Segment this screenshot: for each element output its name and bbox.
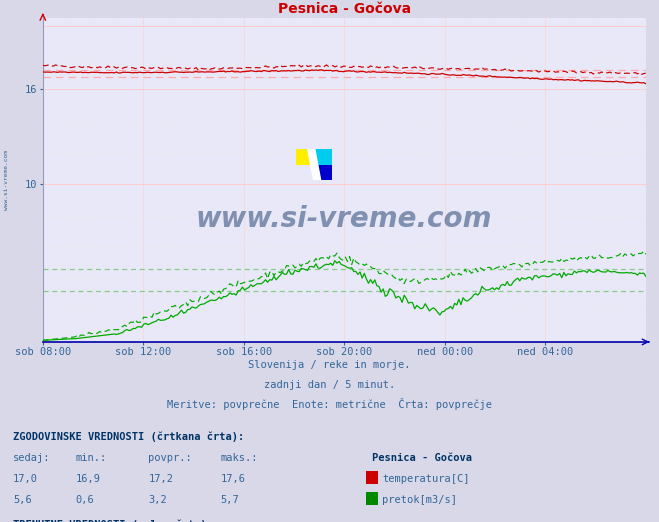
Text: 0,6: 0,6 bbox=[76, 495, 94, 505]
Text: povpr.:: povpr.: bbox=[148, 453, 192, 463]
Polygon shape bbox=[314, 164, 332, 180]
Text: 5,6: 5,6 bbox=[13, 495, 32, 505]
Text: Pesnica - Gočova: Pesnica - Gočova bbox=[372, 453, 473, 463]
Text: 17,0: 17,0 bbox=[13, 474, 38, 484]
Text: temperatura[C]: temperatura[C] bbox=[382, 474, 470, 484]
Text: TRENUTNE VREDNOSTI (polna črta):: TRENUTNE VREDNOSTI (polna črta): bbox=[13, 519, 213, 522]
Text: Slovenija / reke in morje.: Slovenija / reke in morje. bbox=[248, 360, 411, 370]
Text: 17,2: 17,2 bbox=[148, 474, 173, 484]
Text: 17,6: 17,6 bbox=[221, 474, 246, 484]
Text: maks.:: maks.: bbox=[221, 453, 258, 463]
Polygon shape bbox=[314, 149, 332, 164]
Text: min.:: min.: bbox=[76, 453, 107, 463]
Polygon shape bbox=[296, 149, 314, 164]
Text: 5,7: 5,7 bbox=[221, 495, 239, 505]
Text: zadnji dan / 5 minut.: zadnji dan / 5 minut. bbox=[264, 380, 395, 390]
Title: Pesnica - Gočova: Pesnica - Gočova bbox=[277, 2, 411, 16]
Text: Meritve: povprečne  Enote: metrične  Črta: povprečje: Meritve: povprečne Enote: metrične Črta:… bbox=[167, 398, 492, 410]
Text: www.si-vreme.com: www.si-vreme.com bbox=[4, 150, 9, 210]
Text: sedaj:: sedaj: bbox=[13, 453, 51, 463]
Text: www.si-vreme.com: www.si-vreme.com bbox=[196, 205, 492, 233]
Text: 3,2: 3,2 bbox=[148, 495, 167, 505]
Text: 16,9: 16,9 bbox=[76, 474, 101, 484]
Text: ZGODOVINSKE VREDNOSTI (črtkana črta):: ZGODOVINSKE VREDNOSTI (črtkana črta): bbox=[13, 432, 244, 442]
Text: pretok[m3/s]: pretok[m3/s] bbox=[382, 495, 457, 505]
